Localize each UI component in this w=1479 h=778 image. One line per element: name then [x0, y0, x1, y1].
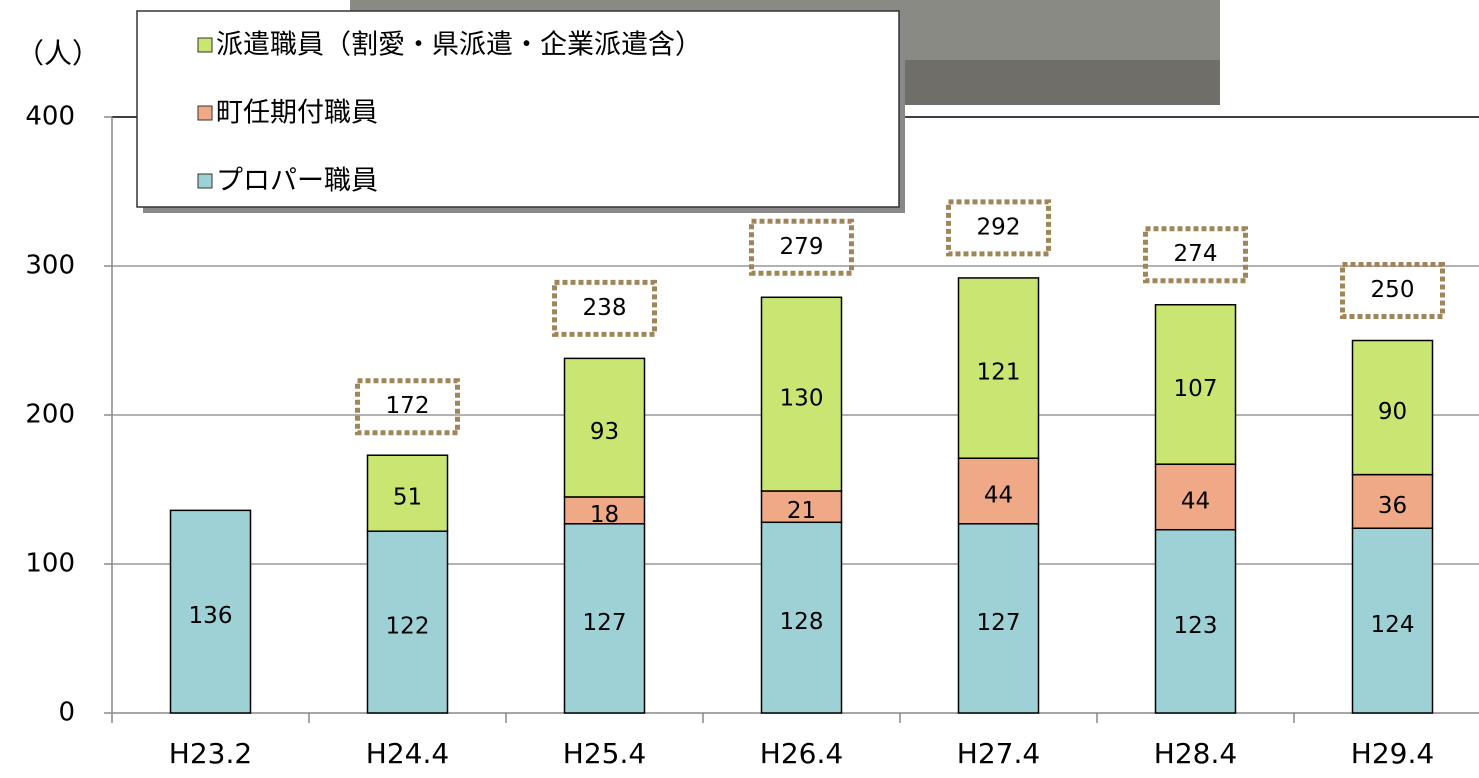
y-tick-label: 100 [25, 549, 75, 579]
y-tick-label: 200 [25, 400, 75, 430]
x-tick-label: H25.4 [563, 737, 646, 770]
value-label: 127 [977, 610, 1021, 636]
value-label: 44 [1181, 488, 1210, 514]
total-label: 250 [1371, 277, 1415, 303]
total-label: 274 [1174, 241, 1218, 267]
legend-swatch [198, 174, 212, 188]
value-label: 90 [1378, 399, 1407, 425]
y-axis-label: （人） [16, 37, 100, 70]
legend-label: プロパー職員 [216, 166, 378, 197]
y-tick-label: 0 [58, 698, 75, 728]
value-label: 124 [1371, 612, 1415, 638]
x-tick-label: H29.4 [1351, 737, 1434, 770]
y-tick-label: 400 [25, 102, 75, 132]
legend-swatch [198, 38, 212, 52]
value-label: 36 [1378, 493, 1407, 519]
x-tick-label: H24.4 [366, 737, 449, 770]
value-label: 130 [780, 386, 824, 412]
value-label: 128 [780, 609, 824, 635]
value-label: 51 [393, 485, 422, 511]
value-label: 122 [386, 614, 430, 640]
legend-label: 派遣職員（割愛・県派遣・企業派遣含） [216, 30, 702, 61]
y-tick-label: 300 [25, 251, 75, 281]
value-label: 136 [189, 603, 233, 629]
legend-swatch [198, 106, 212, 120]
x-tick-label: H23.2 [169, 737, 252, 770]
value-label: 121 [977, 360, 1021, 386]
value-label: 123 [1174, 613, 1218, 639]
value-label: 18 [590, 502, 619, 528]
total-label: 172 [386, 393, 430, 419]
value-label: 21 [787, 498, 816, 524]
total-label: 279 [780, 234, 824, 260]
total-label: 238 [583, 295, 627, 321]
chart: （人） 0 100 200 300 400 H23.2 136 H24.4 122 51 172 H2… [0, 0, 1479, 778]
total-label: 292 [977, 214, 1021, 240]
value-label: 127 [583, 610, 627, 636]
value-label: 93 [590, 419, 619, 445]
value-label: 107 [1174, 376, 1218, 402]
value-label: 44 [984, 482, 1013, 508]
x-tick-label: H26.4 [760, 737, 843, 770]
legend-label: 町任期付職員 [216, 98, 378, 129]
x-tick-label: H28.4 [1154, 737, 1237, 770]
x-tick-label: H27.4 [957, 737, 1040, 770]
